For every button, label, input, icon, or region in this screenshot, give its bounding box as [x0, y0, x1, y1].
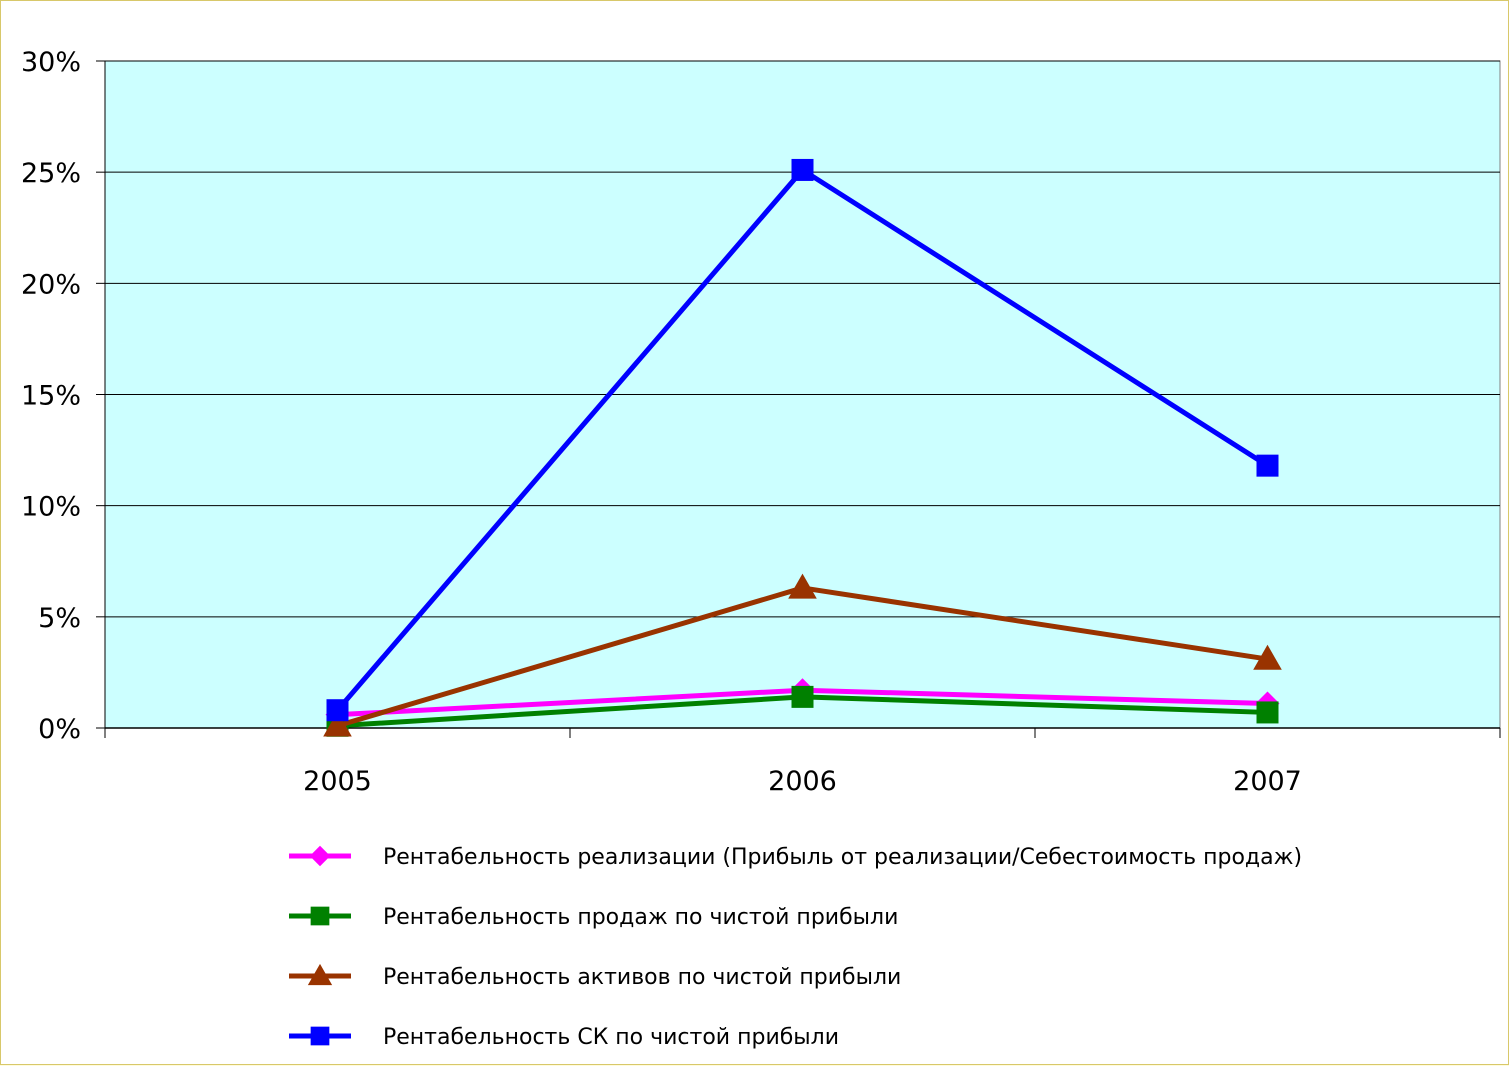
legend-marker [310, 906, 330, 926]
legend-entry: Рентабельность СК по чистой прибыли [289, 1025, 839, 1050]
legend-entry: Рентабельность реализации (Прибыль от ре… [289, 845, 1302, 870]
legend-marker [310, 1026, 330, 1046]
data-point [323, 711, 352, 737]
y-tick-label: 10% [21, 492, 81, 523]
series-2 [323, 573, 1282, 737]
legend-marker [309, 845, 331, 867]
y-tick-label: 30% [21, 47, 81, 78]
axes: 0% 5% 10% 15% 20% 25% 30% 2005 2006 2007 [21, 47, 1501, 797]
data-point [791, 158, 814, 181]
legend-label: Рентабельность СК по чистой прибыли [383, 1025, 839, 1050]
legend-entry: Рентабельность продаж по чистой прибыли [289, 905, 898, 930]
x-tick-label: 2005 [303, 766, 372, 797]
legend-label: Рентабельность продаж по чистой прибыли [383, 905, 898, 930]
y-tick-label: 20% [21, 269, 81, 300]
y-tick-label: 15% [21, 381, 81, 412]
data-point [788, 573, 817, 599]
data-point [791, 685, 814, 708]
legend-label: Рентабельность активов по чистой прибыли [383, 965, 901, 990]
data-point [326, 699, 349, 722]
series-3 [326, 158, 1279, 722]
y-tick-label: 25% [21, 158, 81, 189]
x-tick-label: 2007 [1233, 766, 1302, 797]
y-tick-label: 5% [38, 603, 81, 634]
data-point [1256, 701, 1279, 724]
x-tick-label: 2006 [768, 766, 837, 797]
legend-label: Рентабельность реализации (Прибыль от ре… [383, 845, 1302, 870]
legend: Рентабельность реализации (Прибыль от ре… [289, 845, 1302, 1050]
legend-entry: Рентабельность активов по чистой прибыли [289, 963, 901, 990]
data-point [1253, 644, 1282, 670]
series-lines [323, 158, 1282, 737]
data-point [1256, 454, 1279, 477]
legend-marker [307, 963, 333, 986]
y-tick-label: 0% [38, 714, 81, 745]
